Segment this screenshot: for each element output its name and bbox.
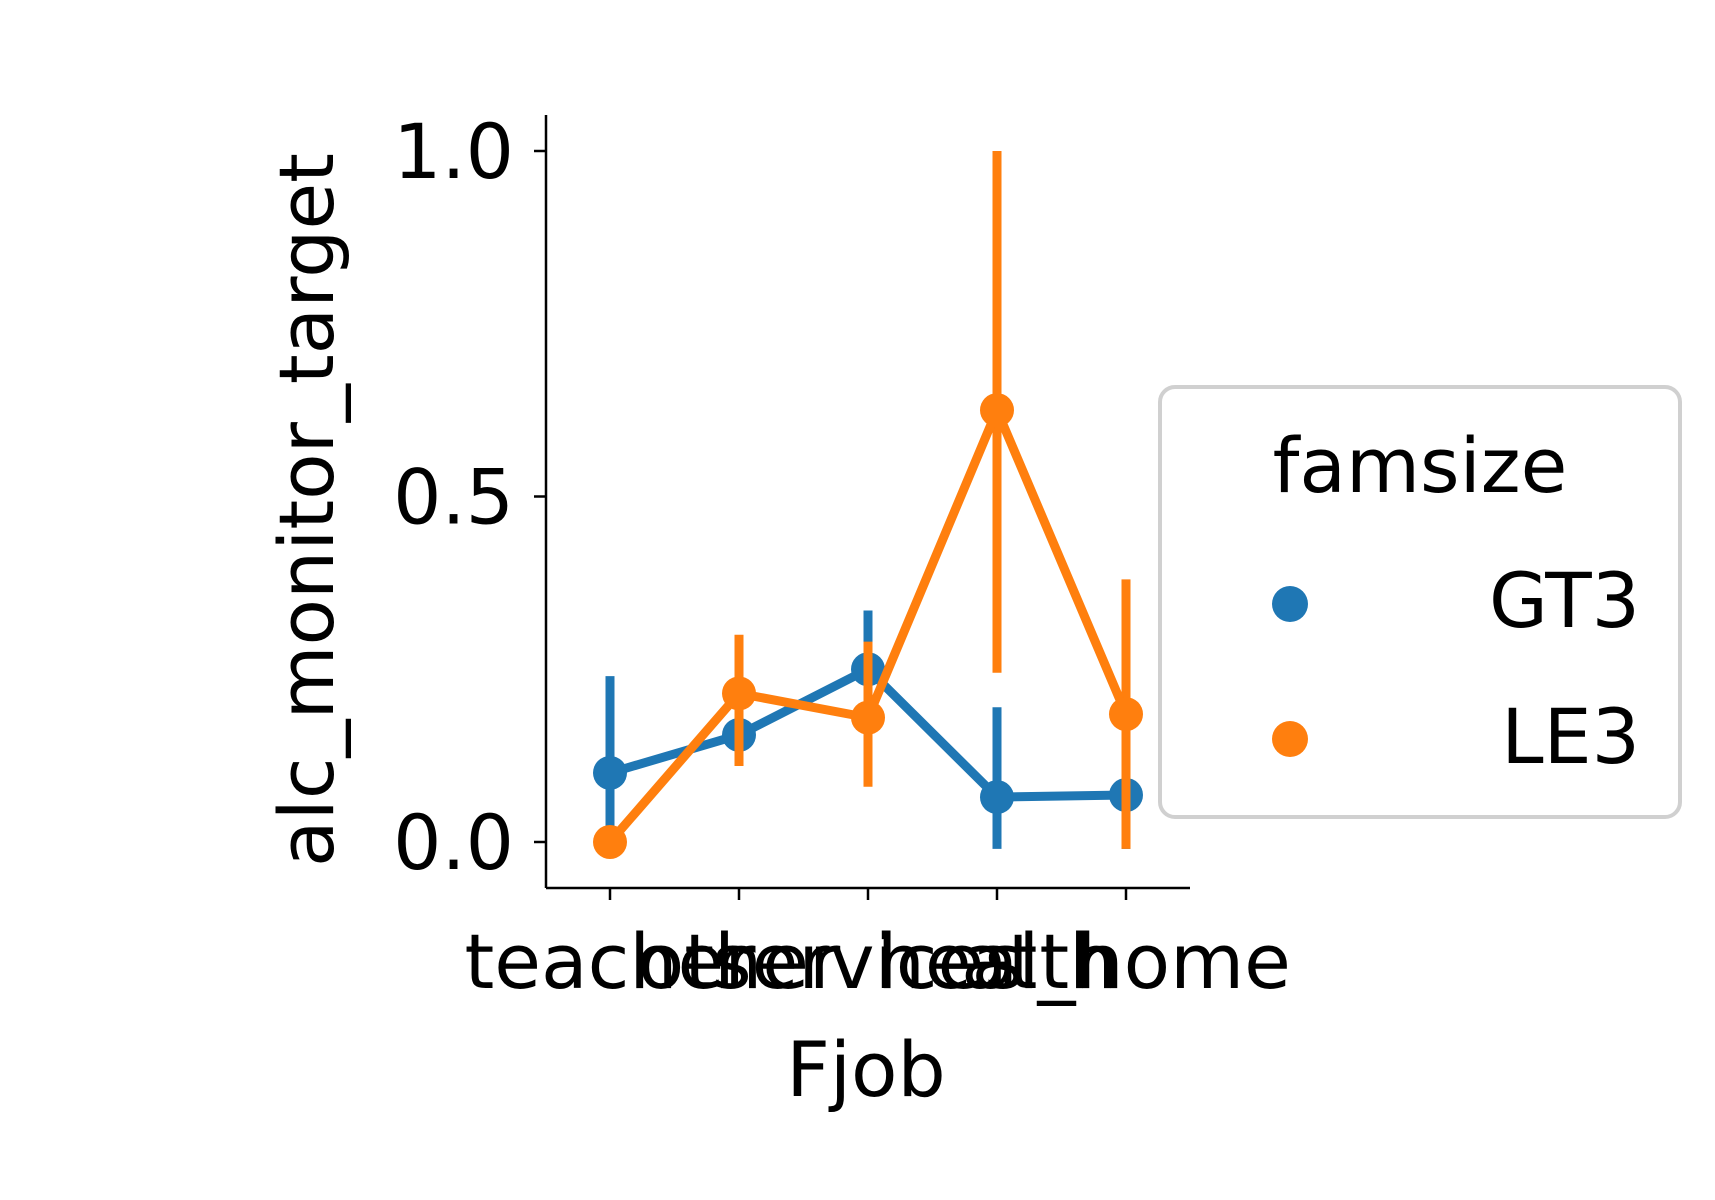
x-tick-label: at_home — [961, 917, 1291, 1006]
x-tick-label: teacher — [464, 917, 756, 1006]
point-gt3 — [593, 755, 627, 790]
legend-marker-le3 — [1272, 721, 1308, 757]
point-le3 — [851, 700, 885, 735]
y-tick-label: 0.0 — [393, 798, 514, 887]
y-tick-label: 1.0 — [393, 107, 514, 196]
series-le3 — [593, 151, 1143, 859]
legend: famsize GT3 LE3 — [1158, 385, 1682, 819]
point-gt3 — [980, 780, 1014, 815]
point-le3 — [722, 676, 756, 711]
legend-marker-gt3 — [1272, 586, 1308, 622]
y-tick-label: 0.5 — [393, 453, 514, 542]
legend-label-le3: LE3 — [1501, 692, 1640, 781]
point-le3 — [593, 825, 627, 859]
legend-frame — [1158, 385, 1682, 819]
x-tick-label: services — [712, 917, 1024, 1006]
plot-area — [593, 151, 1143, 859]
point-le3 — [1109, 697, 1143, 732]
x-tick-label: other — [638, 917, 841, 1006]
x-axis-label: Fjob — [786, 1025, 946, 1114]
legend-title: famsize — [1273, 421, 1568, 510]
x-tick-label: health — [877, 917, 1118, 1006]
legend-label-gt3: GT3 — [1489, 556, 1640, 645]
y-axis-label: alc_monitor_target — [262, 153, 351, 867]
point-le3 — [980, 393, 1014, 428]
axes: 0.0 0.5 1.0 teacherotherserviceshealthat_ho… — [393, 107, 1291, 1006]
